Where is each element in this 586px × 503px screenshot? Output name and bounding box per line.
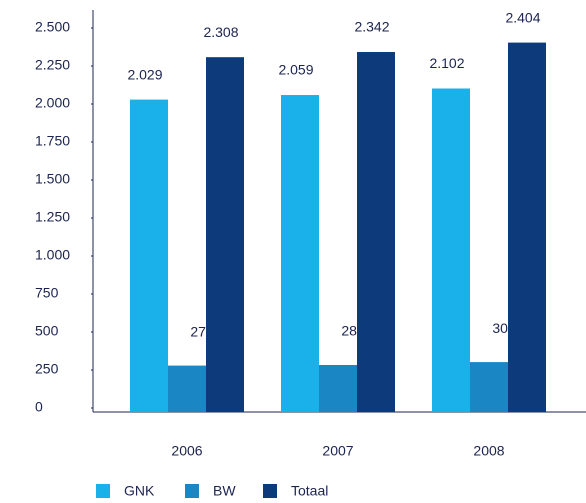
- legend-label: BW: [213, 483, 236, 499]
- y-tick-label: 1.000: [35, 247, 70, 263]
- bar: [281, 95, 319, 413]
- y-tick-label: 1.750: [35, 133, 70, 149]
- value-label: 2.308: [203, 24, 238, 40]
- bar: [168, 365, 206, 412]
- y-tick-label: 2.250: [35, 57, 70, 73]
- y-tick-label: 0: [35, 399, 43, 415]
- y-tick-label: 2.000: [35, 95, 70, 111]
- legend-swatch: [263, 484, 277, 498]
- y-tick-label: 1.500: [35, 171, 70, 187]
- y-tick-label: 2.500: [35, 19, 70, 35]
- value-label: 2.059: [278, 62, 313, 78]
- x-tick-label: 2008: [473, 443, 504, 459]
- bar: [357, 52, 395, 413]
- value-label: 2.342: [354, 19, 389, 35]
- legend-swatch: [96, 484, 110, 498]
- bar: [130, 99, 168, 412]
- y-tick-label: 750: [35, 285, 59, 301]
- legend-label: GNK: [124, 483, 155, 499]
- x-tick-label: 2007: [322, 443, 353, 459]
- legend-swatch: [185, 484, 199, 498]
- legend-label: Totaal: [291, 483, 328, 499]
- value-label: 2.102: [429, 55, 464, 71]
- bar: [432, 88, 470, 412]
- bar: [319, 364, 357, 412]
- value-label: 2.404: [505, 9, 540, 25]
- y-tick-label: 500: [35, 323, 59, 339]
- bar: [508, 42, 546, 412]
- bar: [470, 362, 508, 412]
- y-tick-label: 1.250: [35, 209, 70, 225]
- value-label: 2.029: [127, 66, 162, 82]
- x-tick-label: 2006: [171, 443, 202, 459]
- bar: [206, 57, 244, 413]
- y-tick-label: 250: [35, 361, 59, 377]
